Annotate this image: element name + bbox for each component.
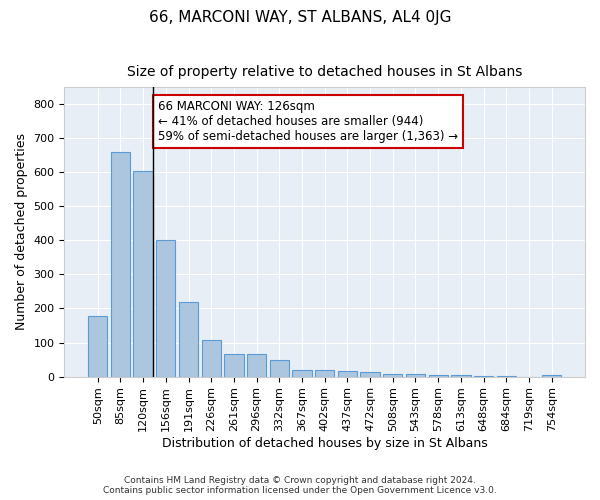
Bar [406,374,425,376]
Bar [383,374,403,376]
Bar [338,371,357,376]
X-axis label: Distribution of detached houses by size in St Albans: Distribution of detached houses by size … [162,437,488,450]
Title: Size of property relative to detached houses in St Albans: Size of property relative to detached ho… [127,65,523,79]
Bar [542,374,562,376]
Bar [179,302,198,376]
Bar [224,354,244,376]
Y-axis label: Number of detached properties: Number of detached properties [15,134,28,330]
Bar [269,360,289,376]
Bar [88,316,107,376]
Bar [315,370,334,376]
Text: 66, MARCONI WAY, ST ALBANS, AL4 0JG: 66, MARCONI WAY, ST ALBANS, AL4 0JG [149,10,451,25]
Bar [428,375,448,376]
Bar [451,375,470,376]
Bar [111,152,130,376]
Bar [292,370,311,376]
Bar [202,340,221,376]
Bar [247,354,266,376]
Bar [156,240,175,376]
Bar [133,170,153,376]
Bar [361,372,380,376]
Text: 66 MARCONI WAY: 126sqm
← 41% of detached houses are smaller (944)
59% of semi-de: 66 MARCONI WAY: 126sqm ← 41% of detached… [158,100,458,143]
Text: Contains HM Land Registry data © Crown copyright and database right 2024.
Contai: Contains HM Land Registry data © Crown c… [103,476,497,495]
